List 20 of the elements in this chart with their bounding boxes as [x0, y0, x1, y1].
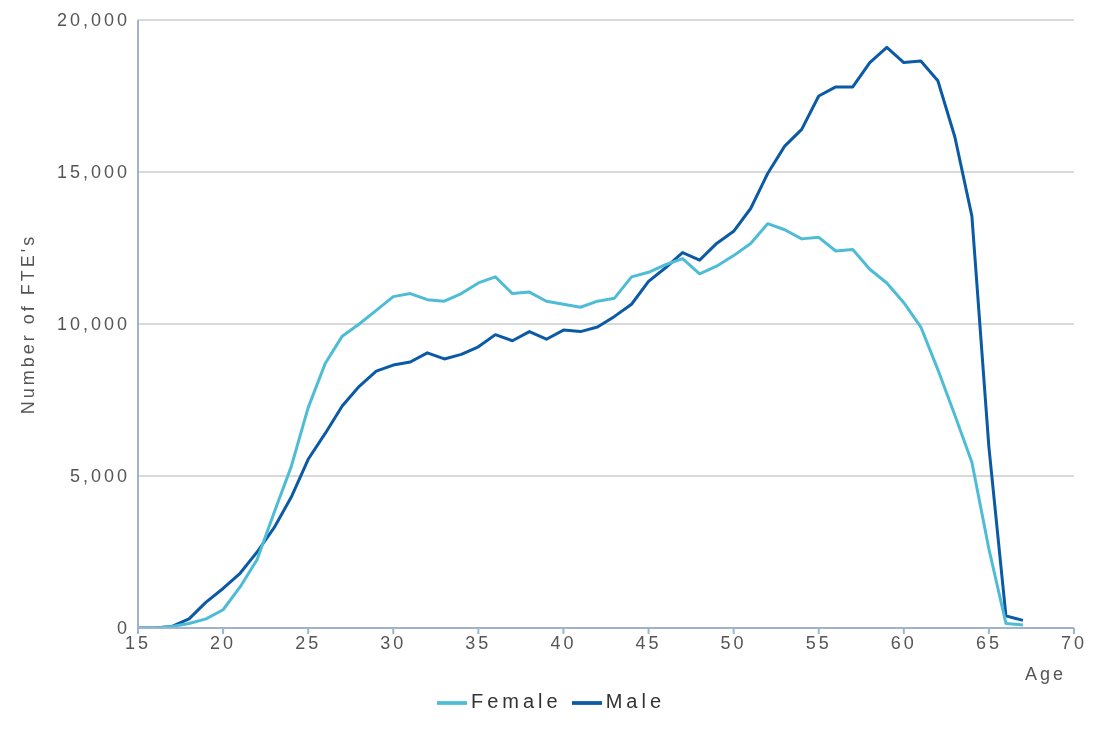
y-axis-title: Number of FTE's	[18, 233, 39, 415]
x-tick-label: 25	[295, 632, 322, 653]
x-tick-label: 55	[805, 632, 832, 653]
x-tick-label: 50	[720, 632, 747, 653]
x-tick-label: 45	[635, 632, 662, 653]
y-tick-label: 20,000	[56, 10, 130, 31]
legend-label: Female	[470, 690, 562, 713]
y-tick-label: 15,000	[56, 162, 130, 183]
x-tick-label: 30	[380, 632, 407, 653]
x-tick-label: 70	[1060, 632, 1088, 653]
x-tick-label: 35	[465, 632, 492, 653]
y-tick-label: 5,000	[69, 466, 130, 487]
y-tick-label: 10,000	[56, 314, 130, 335]
x-tick-label: 60	[890, 632, 917, 653]
x-tick-label: 65	[975, 632, 1002, 653]
legend-label: Male	[605, 690, 666, 713]
x-tick-label: 20	[210, 632, 237, 653]
x-axis-title: Age	[1024, 664, 1066, 684]
x-tick-label: 15	[124, 632, 152, 653]
x-tick-label: 40	[550, 632, 577, 653]
